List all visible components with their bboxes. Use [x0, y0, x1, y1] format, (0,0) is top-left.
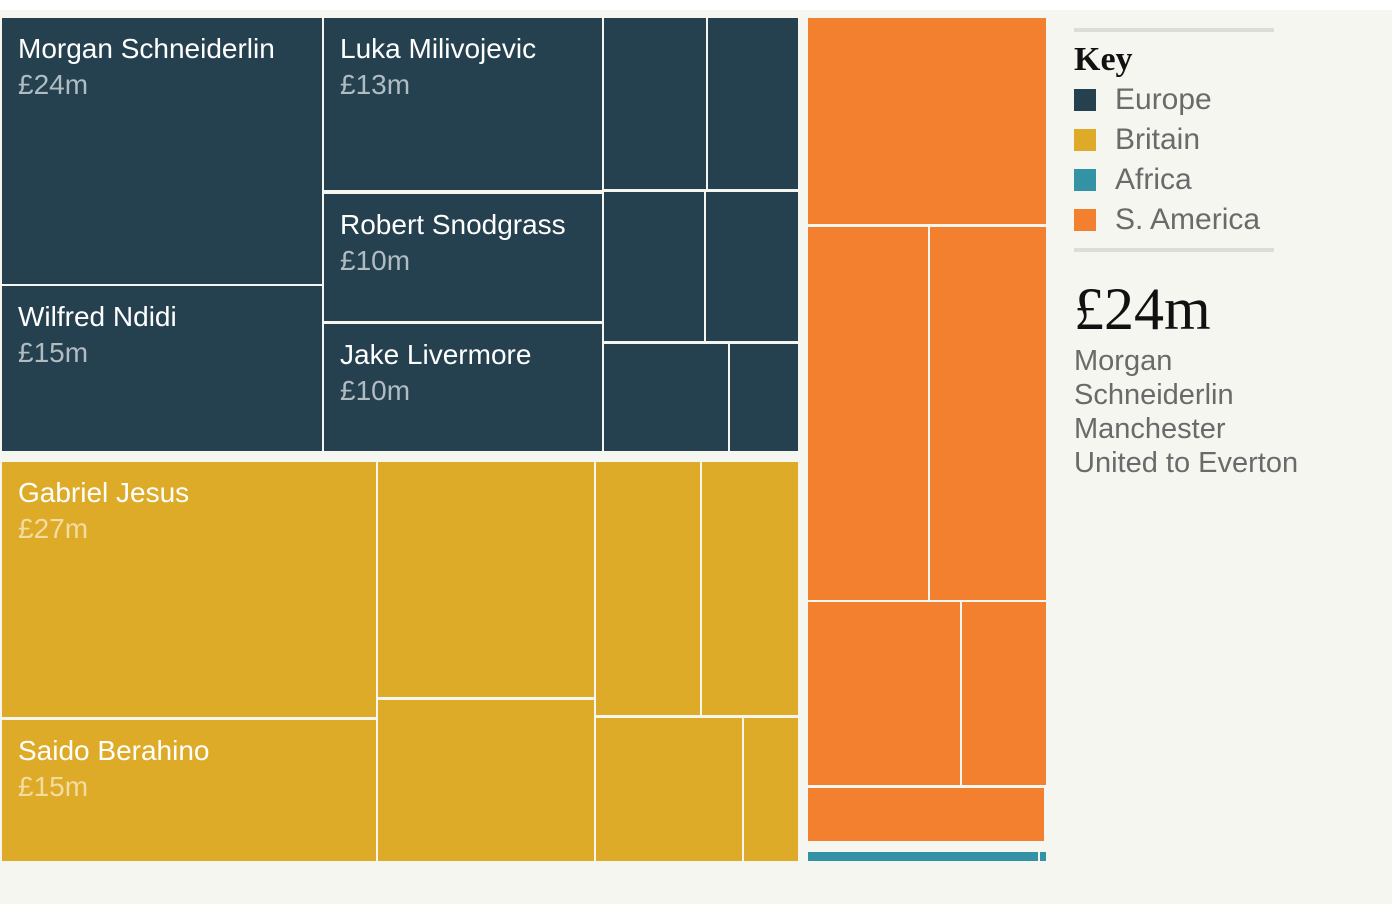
tile-britain-6[interactable]	[702, 462, 798, 715]
tile-europe-1[interactable]	[2, 18, 322, 284]
tile-africa-2[interactable]	[1040, 852, 1046, 861]
player-name-jake-livermore: Jake Livermore	[340, 339, 531, 370]
tile-britain-4[interactable]	[378, 700, 594, 861]
player-name-robert-snodgrass: Robert Snodgrass	[340, 209, 566, 240]
player-value-gabriel-jesus: £27m	[18, 513, 88, 544]
tile-britain-2[interactable]	[2, 720, 376, 861]
tile-britain-3[interactable]	[378, 462, 594, 697]
tile-europe-11[interactable]	[730, 344, 798, 451]
tile-europe-7[interactable]	[708, 18, 798, 189]
key-title: Key	[1074, 41, 1133, 78]
top-strip	[0, 0, 1392, 10]
legend-item-europe: Europe	[1074, 80, 1374, 120]
tile-s-america-1[interactable]	[808, 18, 1046, 224]
tile-europe-9[interactable]	[706, 192, 798, 341]
player-value-morgan-schneiderlin: £24m	[18, 69, 88, 100]
player-name-gabriel-jesus: Gabriel Jesus	[18, 477, 189, 508]
player-value-wilfred-ndidi: £15m	[18, 337, 88, 368]
player-value-luka-milivojevic: £13m	[340, 69, 410, 100]
legend-swatch-s-america	[1074, 209, 1096, 231]
player-value-jake-livermore: £10m	[340, 375, 410, 406]
legend-swatch-britain	[1074, 129, 1096, 151]
tile-europe-2[interactable]	[2, 286, 322, 451]
treemap-chart: Morgan Schneiderlin £24m Wilfred Ndidi £15m…	[2, 18, 1046, 861]
player-name-wilfred-ndidi: Wilfred Ndidi	[18, 301, 177, 332]
tile-europe-4[interactable]	[324, 194, 602, 321]
group-africa	[808, 852, 1046, 861]
legend-swatch-africa	[1074, 169, 1096, 191]
tile-britain-1[interactable]	[2, 462, 376, 717]
tile-europe-5[interactable]	[324, 324, 602, 451]
selected-description: Morgan Schneiderlin Manchester United to…	[1074, 345, 1299, 479]
key-top-rule	[1074, 28, 1274, 32]
legend-item-africa: Africa	[1074, 160, 1374, 200]
tile-s-america-4[interactable]	[808, 602, 960, 785]
player-value-saido-berahino: £15m	[18, 771, 88, 802]
legend-label-europe: Europe	[1115, 83, 1212, 116]
tile-europe-3[interactable]	[324, 18, 602, 190]
player-name-saido-berahino: Saido Berahino	[18, 735, 209, 766]
tile-europe-8[interactable]	[604, 192, 704, 341]
tile-s-america-5[interactable]	[962, 602, 1046, 785]
group-s-america	[808, 18, 1046, 841]
tile-britain-5[interactable]	[596, 462, 700, 715]
group-britain: Gabriel Jesus £27m Saido Berahino £15m	[2, 462, 798, 861]
legend-label-s-america: S. America	[1115, 203, 1261, 236]
tile-africa-1[interactable]	[808, 852, 1038, 861]
player-name-morgan-schneiderlin: Morgan Schneiderlin	[18, 33, 275, 64]
tile-europe-6[interactable]	[604, 18, 706, 189]
legend-item-britain: Britain	[1074, 120, 1374, 160]
legend-item-s-america: S. America	[1074, 200, 1374, 240]
key-bottom-rule	[1074, 248, 1274, 252]
group-europe: Morgan Schneiderlin £24m Wilfred Ndidi £15m…	[2, 18, 798, 451]
player-name-luka-milivojevic: Luka Milivojevic	[340, 33, 536, 64]
selected-value: £24m	[1074, 276, 1211, 342]
tile-europe-10[interactable]	[604, 344, 728, 451]
tile-britain-8[interactable]	[744, 718, 798, 861]
tile-britain-7[interactable]	[596, 718, 742, 861]
legend-swatch-europe	[1074, 89, 1096, 111]
tile-s-america-2[interactable]	[808, 227, 928, 600]
key-panel: Key Europe Britain Africa S. America £24…	[1074, 28, 1374, 480]
legend-label-britain: Britain	[1115, 123, 1201, 156]
tile-s-america-3[interactable]	[930, 227, 1046, 600]
player-value-robert-snodgrass: £10m	[340, 245, 410, 276]
tile-s-america-6[interactable]	[808, 788, 1044, 841]
legend-label-africa: Africa	[1115, 163, 1192, 196]
